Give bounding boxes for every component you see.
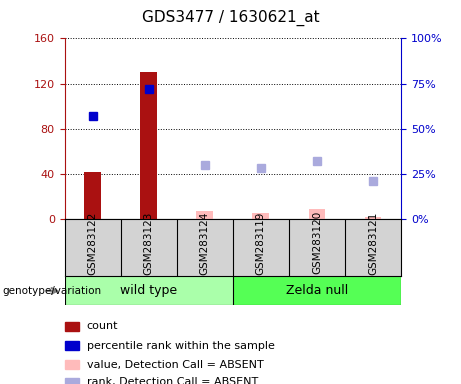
Bar [65,378,79,384]
Bar [233,38,289,219]
Bar [308,209,325,219]
Text: genotype/variation: genotype/variation [2,286,101,296]
Bar [365,217,381,219]
Text: wild type: wild type [120,285,177,297]
Bar [121,38,177,219]
Text: Zelda null: Zelda null [286,285,348,297]
Bar [84,172,101,219]
Bar [253,213,269,219]
Bar [196,211,213,219]
Bar [345,38,401,219]
Text: GDS3477 / 1630621_at: GDS3477 / 1630621_at [142,10,319,26]
Bar [65,341,79,350]
Bar [289,38,345,219]
Bar [65,276,233,305]
Bar [65,322,79,331]
Text: count: count [87,321,118,331]
Bar [65,38,121,219]
Bar [233,276,401,305]
Bar [140,72,157,219]
Text: rank, Detection Call = ABSENT: rank, Detection Call = ABSENT [87,377,258,384]
Text: percentile rank within the sample: percentile rank within the sample [87,341,275,351]
Bar [65,360,79,369]
Text: value, Detection Call = ABSENT: value, Detection Call = ABSENT [87,360,263,370]
Bar [177,38,233,219]
